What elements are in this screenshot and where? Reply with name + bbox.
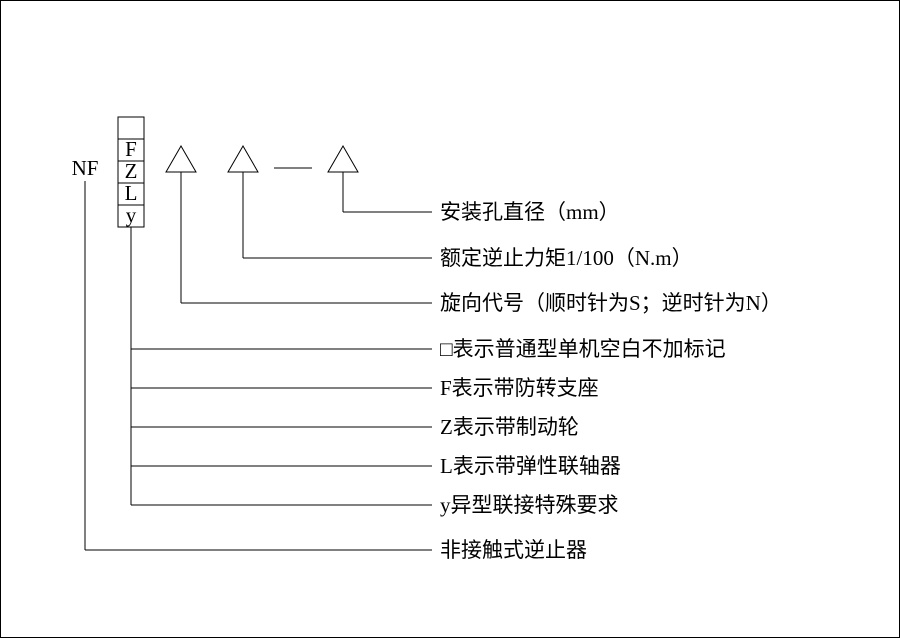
desc-tri3: 安装孔直径（mm） [440,200,620,224]
desc-stack-F: F表示带防转支座 [440,376,599,400]
desc-stack-y: y异型联接特殊要求 [440,493,619,517]
prefix-code: NF [72,156,99,180]
desc-stack-Z: Z表示带制动轮 [440,415,579,439]
option-stack-letter: L [125,181,138,205]
desc-tri2: 额定逆止力矩1/100（N.m） [440,246,693,270]
desc-stack-L: L表示带弹性联轴器 [440,454,621,478]
option-stack-letter: Z [125,159,138,183]
desc-prefix: 非接触式逆止器 [440,538,587,562]
desc-stack-blank: □表示普通型单机空白不加标记 [440,337,726,361]
triangle-3 [328,146,358,172]
option-stack-letter: F [125,137,137,161]
desc-tri1: 旋向代号（顺时针为S；逆时针为N） [440,291,782,315]
triangle-2 [228,146,258,172]
triangle-1 [166,146,196,172]
option-stack-letter: y [126,203,137,227]
